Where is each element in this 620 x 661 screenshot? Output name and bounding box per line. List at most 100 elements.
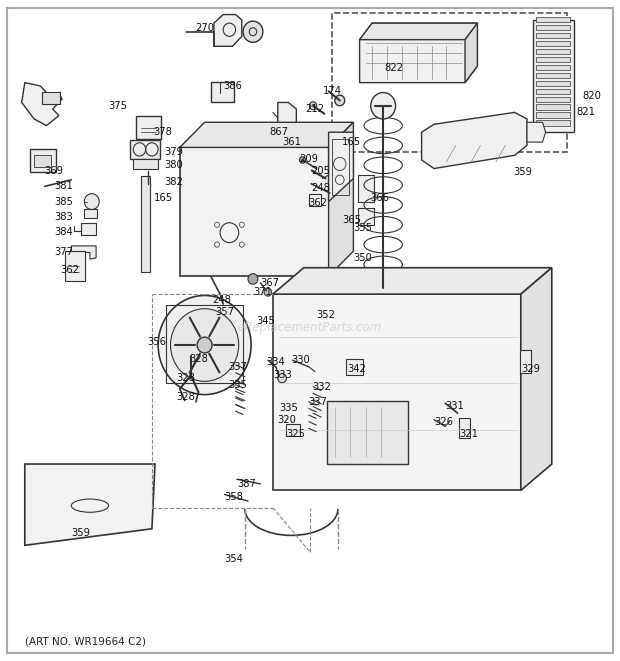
- Bar: [459, 418, 470, 438]
- Text: 333: 333: [273, 370, 291, 381]
- Text: 248: 248: [213, 295, 231, 305]
- Bar: [536, 97, 570, 102]
- Circle shape: [84, 194, 99, 210]
- Text: 384: 384: [55, 227, 73, 237]
- Text: 329: 329: [521, 364, 540, 375]
- Bar: [42, 92, 60, 104]
- Text: 270: 270: [195, 22, 214, 33]
- Polygon shape: [273, 294, 521, 490]
- Bar: [332, 139, 349, 195]
- Bar: [536, 57, 570, 62]
- Circle shape: [197, 337, 212, 353]
- Text: 337: 337: [228, 362, 247, 372]
- Text: 820: 820: [583, 91, 601, 101]
- Text: 328: 328: [177, 391, 195, 402]
- Polygon shape: [214, 15, 242, 46]
- Bar: [520, 350, 531, 373]
- Text: 381: 381: [55, 181, 73, 192]
- Polygon shape: [71, 246, 96, 259]
- Circle shape: [170, 309, 239, 381]
- Polygon shape: [422, 112, 527, 169]
- Circle shape: [264, 288, 272, 296]
- Polygon shape: [329, 122, 353, 276]
- Bar: [533, 20, 574, 132]
- Text: 212: 212: [306, 104, 325, 114]
- Text: 359: 359: [513, 167, 533, 177]
- Text: 378: 378: [154, 127, 172, 137]
- Bar: [536, 73, 570, 78]
- Bar: [133, 159, 158, 169]
- Text: 350: 350: [353, 253, 372, 263]
- Text: 361: 361: [282, 137, 301, 147]
- Bar: [84, 209, 97, 218]
- Circle shape: [278, 373, 286, 383]
- Text: 867: 867: [270, 127, 289, 137]
- Text: 335: 335: [279, 403, 298, 414]
- Circle shape: [243, 21, 263, 42]
- Bar: [34, 155, 51, 167]
- Circle shape: [371, 93, 396, 119]
- Text: 331: 331: [445, 401, 464, 411]
- Bar: [536, 89, 570, 94]
- Text: 165: 165: [154, 193, 173, 204]
- Polygon shape: [360, 23, 477, 83]
- Text: 821: 821: [577, 107, 596, 118]
- Text: 334: 334: [267, 357, 285, 368]
- Text: 362: 362: [61, 264, 80, 275]
- Bar: [536, 41, 570, 46]
- Bar: [536, 25, 570, 30]
- Polygon shape: [329, 132, 353, 202]
- Bar: [65, 251, 85, 281]
- Text: 326: 326: [434, 416, 453, 427]
- Bar: [136, 116, 161, 139]
- Text: 335: 335: [228, 379, 247, 390]
- Circle shape: [248, 274, 258, 284]
- Bar: [536, 112, 570, 118]
- Text: 359: 359: [71, 527, 91, 538]
- Text: 366: 366: [371, 193, 390, 204]
- Text: eReplacementParts.com: eReplacementParts.com: [238, 321, 382, 334]
- Bar: [358, 175, 374, 202]
- Text: 165: 165: [342, 137, 361, 147]
- Polygon shape: [273, 268, 552, 294]
- Text: 357: 357: [215, 307, 234, 317]
- Bar: [141, 176, 150, 272]
- Bar: [358, 208, 374, 225]
- Text: 345: 345: [256, 315, 275, 326]
- Text: 369: 369: [45, 165, 64, 176]
- Bar: [309, 194, 321, 206]
- Text: 320: 320: [277, 415, 296, 426]
- Circle shape: [158, 295, 251, 395]
- Bar: [286, 424, 300, 436]
- Text: 365: 365: [342, 215, 361, 225]
- Text: 355: 355: [353, 223, 373, 233]
- Text: 371: 371: [253, 287, 272, 297]
- Text: 332: 332: [312, 381, 330, 392]
- Bar: [536, 65, 570, 70]
- Polygon shape: [521, 268, 552, 490]
- Polygon shape: [360, 23, 477, 40]
- Circle shape: [299, 157, 306, 163]
- Text: 377: 377: [55, 247, 74, 257]
- Text: 325: 325: [286, 428, 306, 439]
- Text: 367: 367: [260, 278, 280, 288]
- Polygon shape: [22, 83, 62, 126]
- Bar: [536, 81, 570, 86]
- Text: 362: 362: [309, 198, 328, 208]
- Circle shape: [335, 95, 345, 106]
- Bar: [536, 17, 570, 22]
- Bar: [346, 359, 363, 375]
- Text: 356: 356: [148, 337, 167, 348]
- Bar: [536, 120, 570, 126]
- Text: 386: 386: [223, 81, 242, 91]
- Text: (ART NO. WR19664 C2): (ART NO. WR19664 C2): [25, 637, 146, 646]
- Text: 342: 342: [347, 364, 366, 374]
- Text: 205: 205: [311, 165, 330, 176]
- Bar: [81, 223, 96, 235]
- Polygon shape: [25, 464, 155, 545]
- Polygon shape: [527, 122, 546, 142]
- Circle shape: [144, 182, 151, 188]
- Text: 380: 380: [164, 160, 183, 171]
- Bar: [211, 82, 234, 102]
- Bar: [130, 140, 160, 159]
